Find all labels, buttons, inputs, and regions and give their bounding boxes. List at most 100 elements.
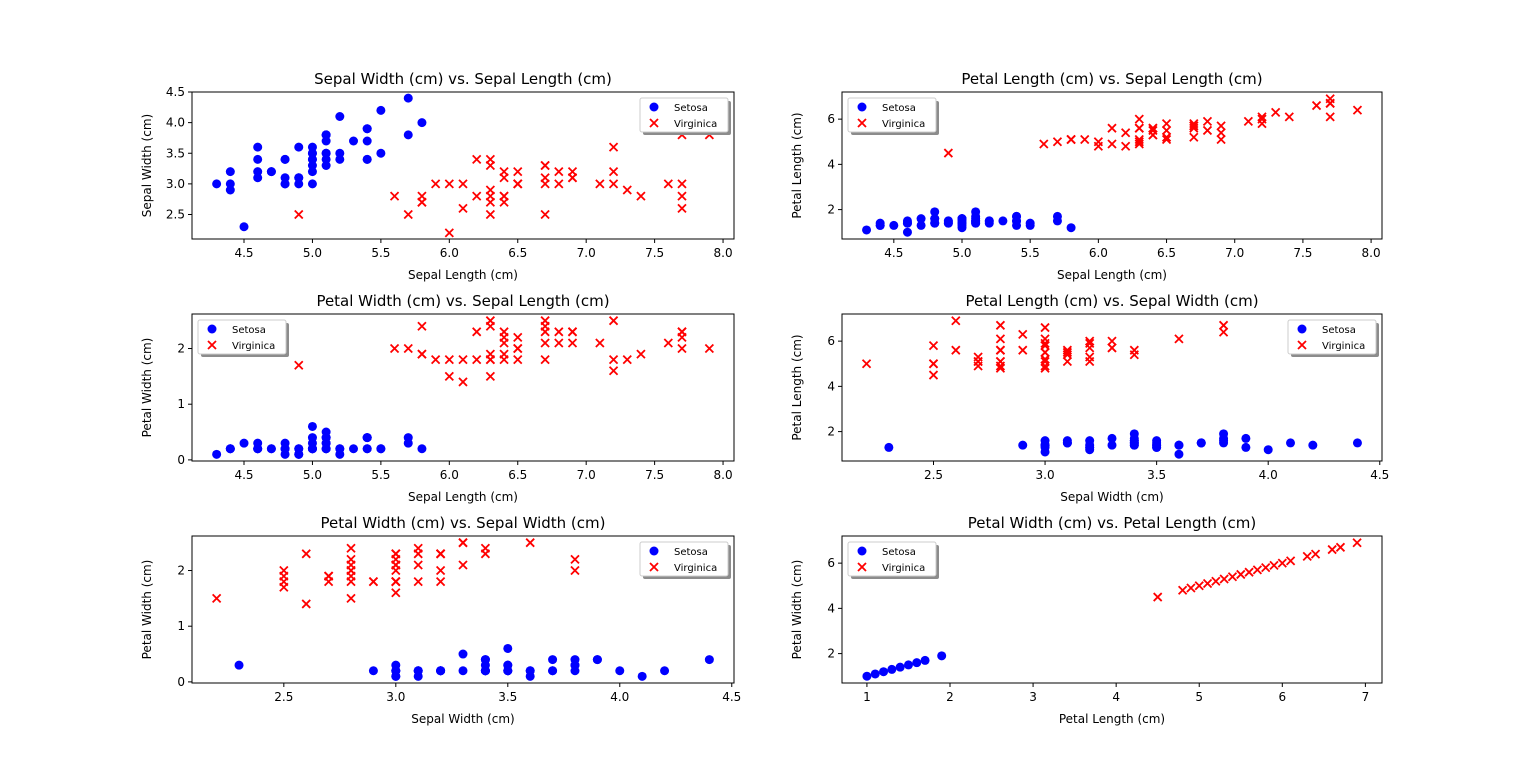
data-point bbox=[1134, 137, 1144, 147]
chart-title: Petal Width (cm) vs. Petal Length (cm) bbox=[968, 514, 1256, 532]
x-tick-label: 8.0 bbox=[714, 468, 733, 482]
data-point bbox=[430, 179, 441, 189]
data-point bbox=[1308, 440, 1318, 450]
data-point bbox=[1241, 442, 1251, 452]
data-point bbox=[403, 343, 413, 354]
data-point bbox=[902, 227, 912, 237]
data-point bbox=[346, 554, 356, 565]
data-point bbox=[704, 655, 714, 665]
legend: Setosa Virginica bbox=[847, 97, 939, 135]
data-point bbox=[321, 433, 331, 443]
data-point bbox=[239, 438, 249, 448]
data-point bbox=[503, 660, 513, 670]
data-point bbox=[294, 209, 304, 220]
data-point bbox=[971, 214, 981, 224]
data-point bbox=[554, 179, 564, 189]
x-tick-label: 5.5 bbox=[1021, 246, 1040, 260]
data-point bbox=[485, 349, 496, 359]
data-point bbox=[1216, 134, 1226, 145]
data-point bbox=[435, 565, 446, 576]
subplot-4: Petal Length (cm) vs. Sepal Width (cm) Se… bbox=[790, 292, 1389, 504]
data-point bbox=[403, 93, 413, 103]
data-point bbox=[889, 220, 899, 230]
x-tick-label: 2 bbox=[946, 690, 954, 704]
data-point bbox=[1284, 112, 1294, 122]
data-point bbox=[1148, 123, 1158, 133]
y-tick-label: 0 bbox=[177, 675, 185, 689]
data-point bbox=[540, 327, 550, 337]
data-point bbox=[567, 173, 578, 183]
legend-marker-virginica bbox=[207, 340, 217, 350]
data-point bbox=[995, 356, 1006, 367]
data-point bbox=[637, 671, 647, 681]
legend-marker-setosa bbox=[857, 546, 867, 556]
data-point bbox=[513, 343, 523, 354]
x-axis-label: Sepal Length (cm) bbox=[1057, 268, 1167, 282]
data-point bbox=[321, 444, 331, 454]
data-point bbox=[1093, 141, 1103, 151]
data-point bbox=[301, 599, 311, 609]
data-point bbox=[485, 371, 496, 382]
data-point bbox=[554, 327, 564, 337]
data-point bbox=[540, 209, 550, 220]
x-tick-label: 3.0 bbox=[1036, 468, 1055, 482]
data-point bbox=[1189, 132, 1199, 142]
data-point bbox=[570, 666, 580, 676]
data-point bbox=[608, 316, 619, 326]
y-axis-label: Petal Width (cm) bbox=[790, 560, 804, 660]
data-point bbox=[884, 442, 894, 452]
x-tick-label: 8.0 bbox=[714, 246, 733, 260]
data-point bbox=[1202, 116, 1213, 127]
data-point bbox=[321, 130, 331, 140]
x-tick-label: 3.5 bbox=[1147, 468, 1166, 482]
series-virginica bbox=[943, 94, 1363, 158]
data-point bbox=[663, 179, 673, 189]
data-point bbox=[1263, 445, 1273, 455]
data-point bbox=[513, 166, 523, 177]
x-tick-label: 4.5 bbox=[1370, 468, 1389, 482]
data-point bbox=[513, 332, 523, 343]
data-point bbox=[1121, 128, 1131, 138]
legend-label: Virginica bbox=[882, 119, 925, 130]
data-point bbox=[307, 179, 317, 189]
data-point bbox=[608, 179, 619, 189]
data-point bbox=[294, 142, 304, 152]
data-point bbox=[554, 338, 564, 348]
data-point bbox=[862, 225, 872, 235]
data-point bbox=[480, 549, 491, 559]
data-point bbox=[349, 444, 359, 454]
y-tick-label: 2 bbox=[827, 425, 835, 439]
data-point bbox=[1148, 125, 1158, 136]
data-point bbox=[1177, 585, 1188, 595]
x-tick-label: 6.0 bbox=[440, 468, 459, 482]
data-point bbox=[413, 560, 423, 570]
data-point bbox=[677, 327, 687, 337]
data-point bbox=[391, 549, 401, 559]
data-point bbox=[608, 166, 619, 177]
series-setosa bbox=[862, 651, 947, 681]
data-point bbox=[1040, 322, 1050, 333]
y-axis-label: Sepal Width (cm) bbox=[140, 114, 154, 217]
x-tick-label: 4.0 bbox=[610, 690, 629, 704]
data-point bbox=[1352, 438, 1362, 448]
x-axis-label: Sepal Width (cm) bbox=[1060, 490, 1163, 504]
legend: Setosa Virginica bbox=[639, 97, 731, 135]
data-point bbox=[503, 643, 513, 653]
data-point bbox=[1218, 320, 1229, 330]
data-point bbox=[595, 179, 605, 189]
legend-marker-virginica bbox=[857, 562, 867, 572]
series-virginica bbox=[1153, 538, 1362, 602]
data-point bbox=[458, 179, 468, 189]
data-point bbox=[930, 218, 940, 228]
data-point bbox=[1327, 544, 1337, 555]
data-point bbox=[660, 666, 670, 676]
data-point bbox=[417, 118, 427, 128]
legend-label: Virginica bbox=[882, 563, 925, 574]
data-point bbox=[1025, 220, 1035, 230]
data-point bbox=[1216, 121, 1226, 131]
data-point bbox=[608, 142, 619, 152]
chart-title: Petal Length (cm) vs. Sepal Length (cm) bbox=[961, 70, 1262, 88]
subplot-5: Petal Width (cm) vs. Sepal Width (cm) Sep… bbox=[140, 514, 741, 726]
data-point bbox=[622, 355, 632, 365]
data-point bbox=[1107, 433, 1117, 443]
